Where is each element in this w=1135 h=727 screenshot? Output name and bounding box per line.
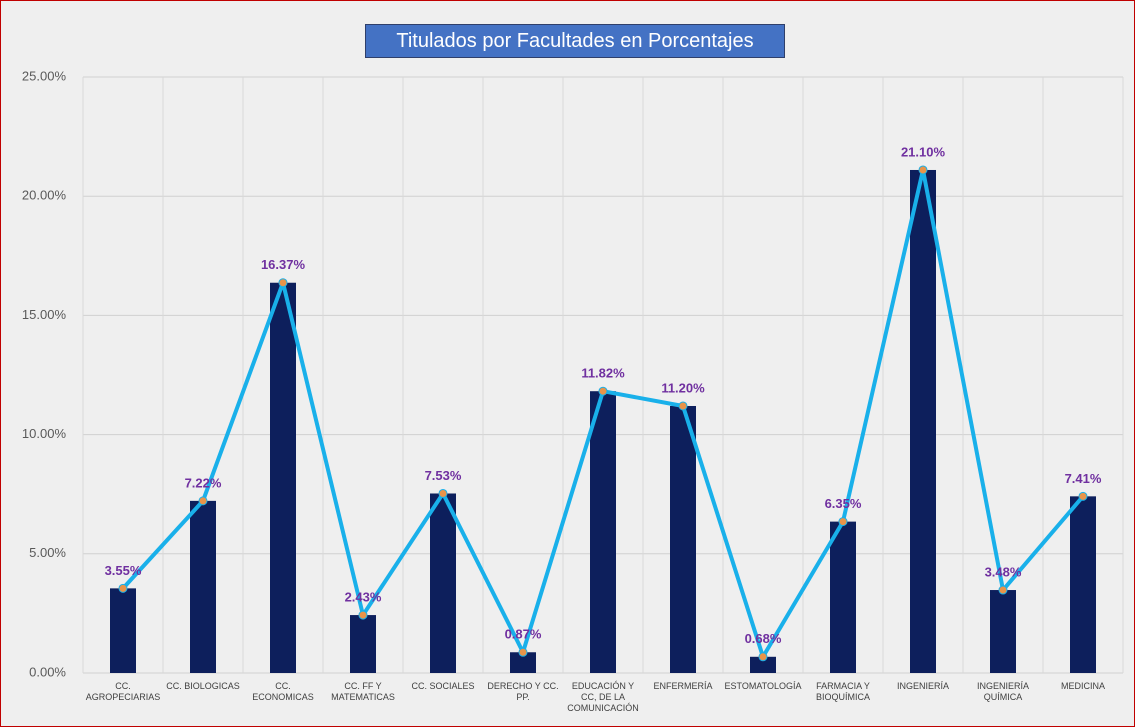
line-marker: [598, 386, 608, 396]
bar: [430, 493, 456, 673]
x-tick-label: CC. ECONOMICAS: [252, 681, 314, 702]
data-label: 7.53%: [425, 468, 462, 483]
x-tick-label: CC. AGROPECIARIAS: [85, 681, 161, 702]
line-marker: [278, 278, 288, 288]
x-tick-label: CC. FF Y MATEMATICAS: [331, 681, 395, 702]
data-label: 0.68%: [745, 631, 782, 646]
x-tick-label: FARMACIA Y BIOQUÍMICA: [815, 681, 870, 702]
bar: [110, 588, 136, 673]
y-tick-label: 5.00%: [29, 545, 66, 560]
data-label: 16.37%: [261, 257, 306, 272]
x-tick-label: CC. BIOLOGICAS: [166, 681, 240, 691]
data-label: 2.43%: [345, 590, 382, 605]
line-marker: [758, 652, 768, 662]
bar: [1070, 496, 1096, 673]
bar: [990, 590, 1016, 673]
line-marker: [678, 401, 688, 411]
y-tick-label: 25.00%: [22, 68, 67, 83]
data-label: 7.41%: [1065, 471, 1102, 486]
x-tick-label: INGENIERÍA: [896, 681, 949, 691]
bar: [670, 405, 696, 673]
line-marker: [838, 517, 848, 527]
x-tick-label: INGENIERÍA QUÍMICA: [976, 681, 1029, 702]
bar: [750, 656, 776, 673]
bar: [190, 500, 216, 673]
data-label: 0.87%: [505, 627, 542, 642]
chart-title: Titulados por Facultades en Porcentajes: [365, 24, 785, 58]
line-marker: [918, 165, 928, 175]
x-tick-label: ENFERMERÍA: [653, 681, 713, 691]
line-marker: [118, 583, 128, 593]
x-tick-label: EDUCACIÓN Y CC, DE LA COMUNICACIÓN: [567, 681, 639, 713]
line-marker: [358, 610, 368, 620]
line-marker: [998, 585, 1008, 595]
x-tick-label: CC. SOCIALES: [411, 681, 475, 691]
y-tick-label: 0.00%: [29, 664, 66, 679]
bar: [510, 652, 536, 673]
data-label: 3.48%: [985, 564, 1022, 579]
data-label: 7.22%: [185, 475, 222, 490]
y-tick-label: 15.00%: [22, 307, 67, 322]
data-label: 6.35%: [825, 496, 862, 511]
x-tick-label: ESTOMATOLOGÍA: [724, 681, 802, 691]
data-label: 3.55%: [105, 563, 142, 578]
line-marker: [198, 496, 208, 506]
line-marker: [1078, 491, 1088, 501]
bar: [590, 391, 616, 673]
line-marker: [438, 488, 448, 498]
line-marker: [518, 647, 528, 657]
bar: [830, 521, 856, 673]
data-label: 11.20%: [661, 380, 705, 395]
bar: [350, 615, 376, 673]
y-tick-label: 20.00%: [22, 188, 67, 203]
bar: [910, 169, 936, 673]
y-tick-label: 10.00%: [22, 426, 67, 441]
x-tick-label: MEDICINA: [1060, 681, 1105, 691]
bar: [270, 282, 296, 673]
data-label: 21.10%: [901, 144, 946, 159]
x-tick-label: DERECHO Y CC. PP.: [487, 681, 559, 702]
data-label: 11.82%: [581, 366, 625, 381]
